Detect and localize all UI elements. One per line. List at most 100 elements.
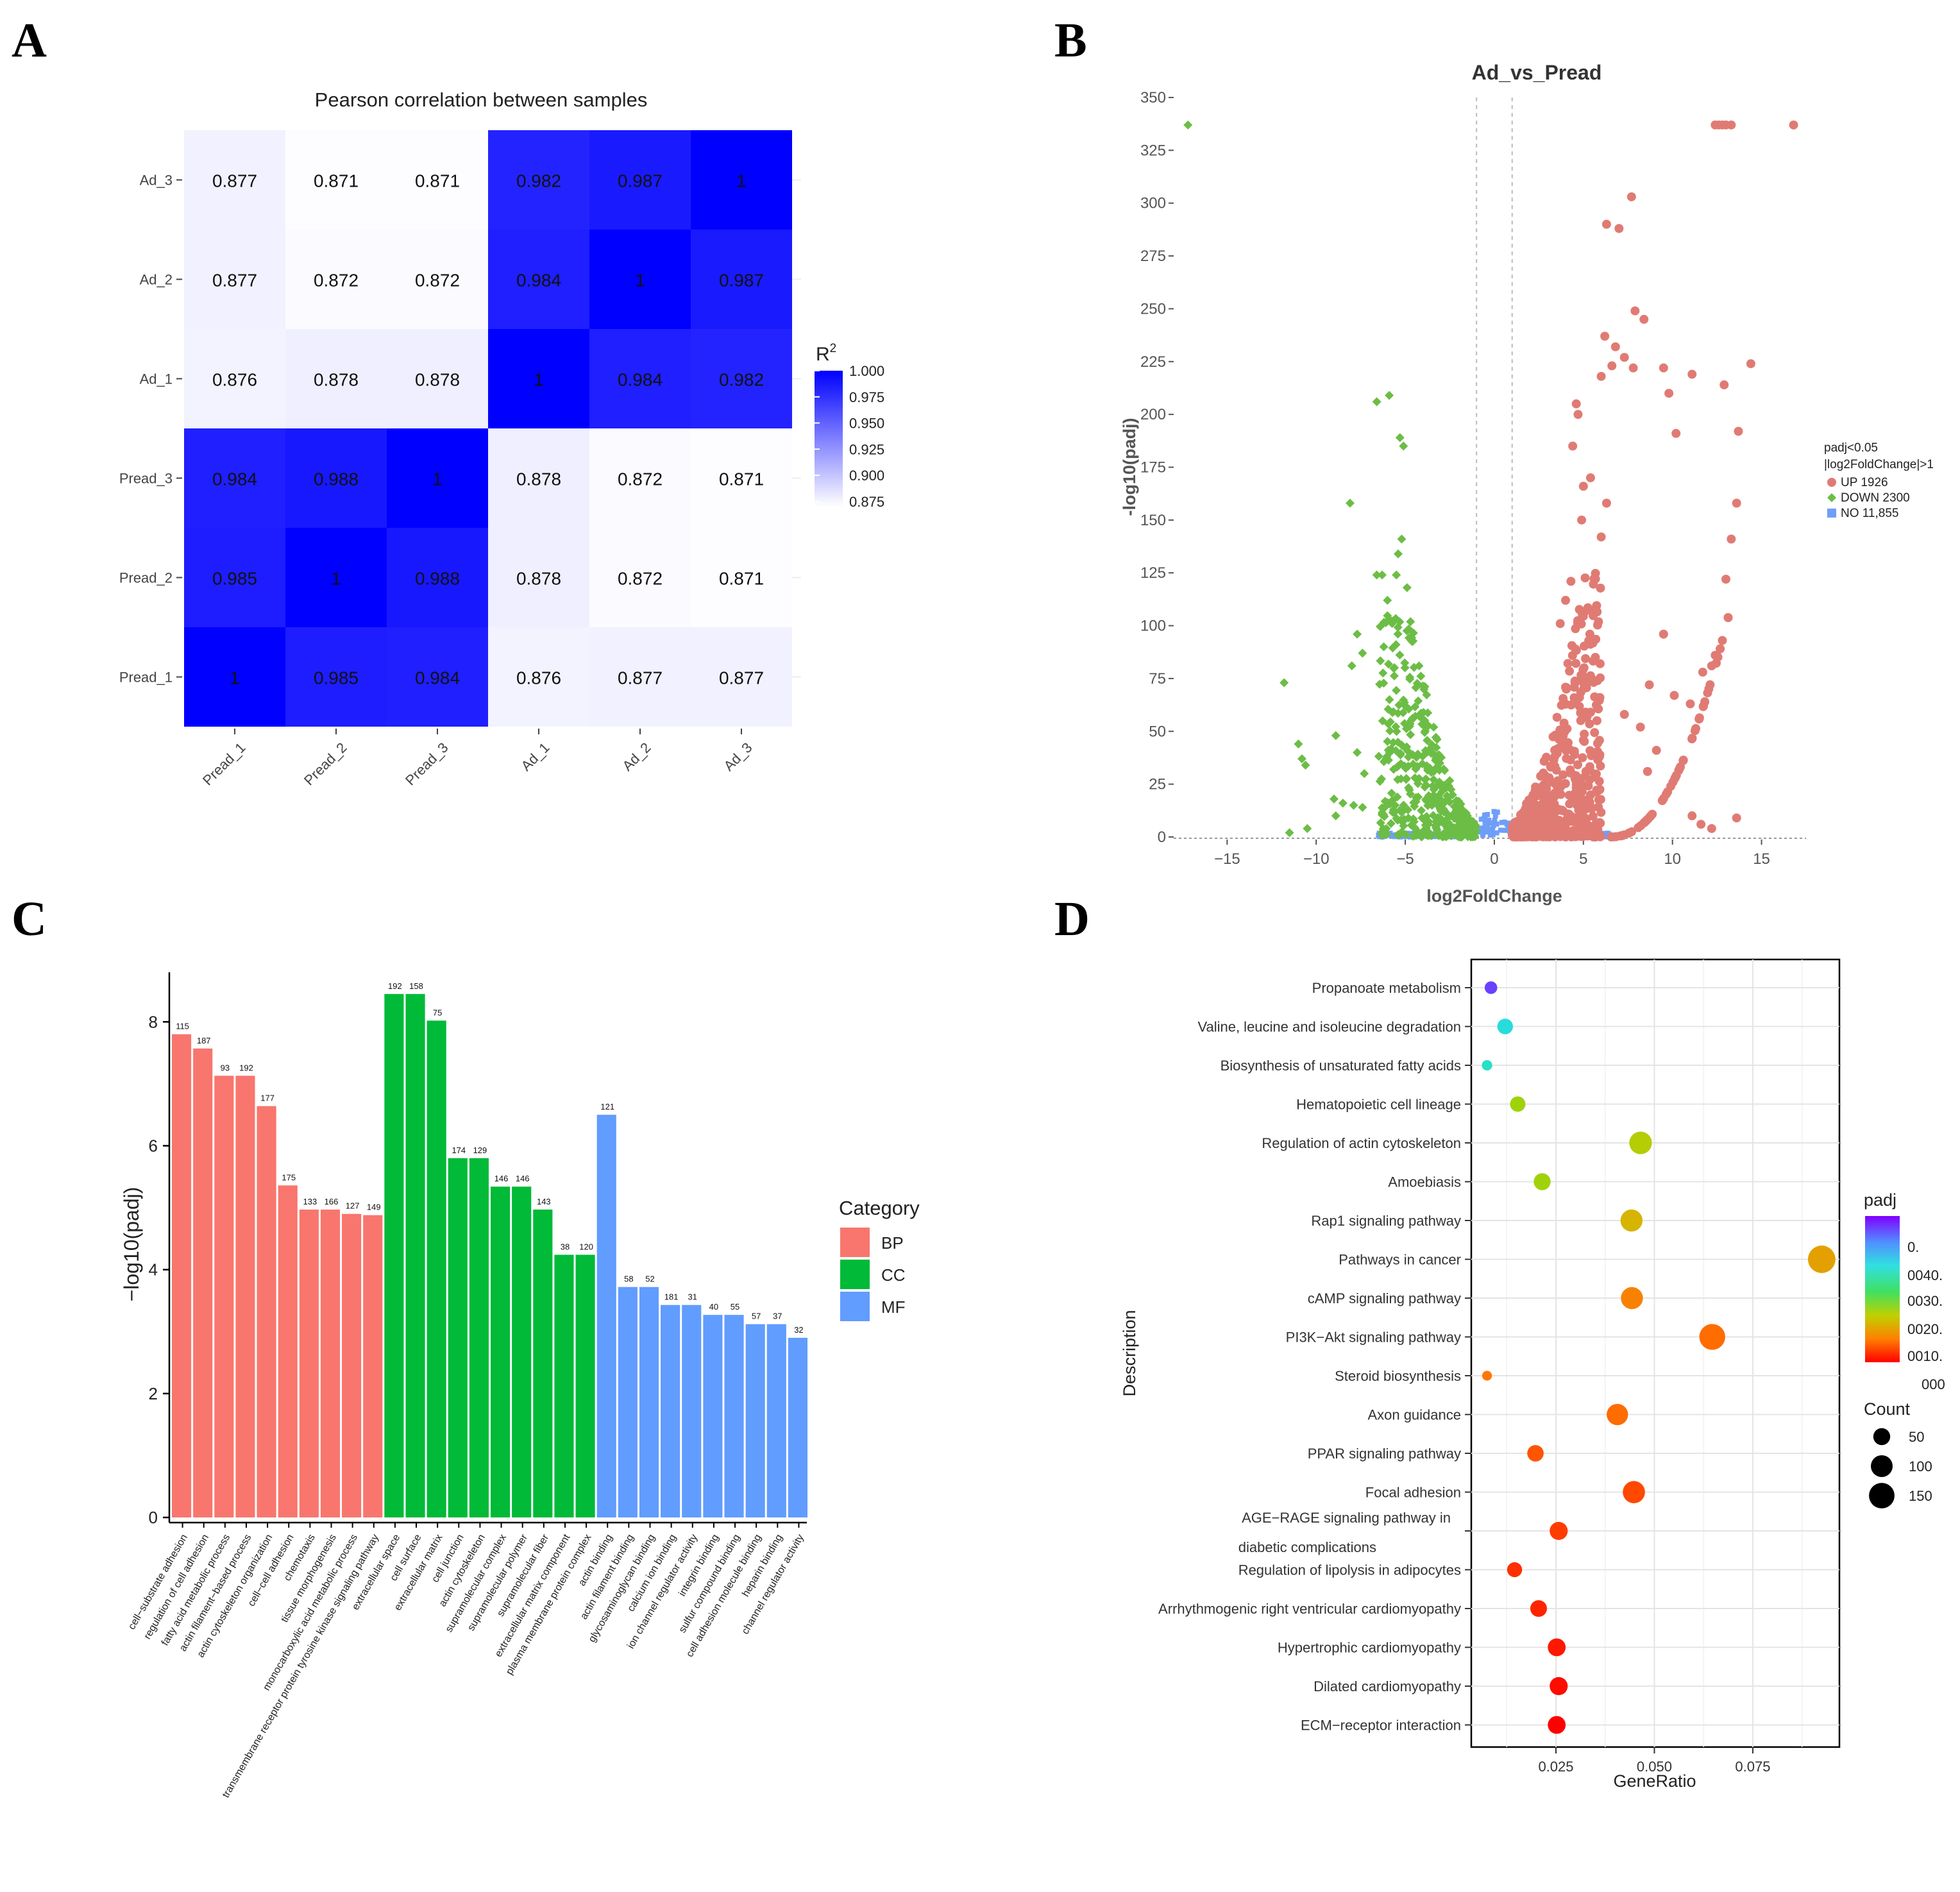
heatmap-cell-value: 0.871 bbox=[719, 469, 764, 489]
volcano-point-up bbox=[1700, 697, 1710, 707]
volcano-xlabel: log2FoldChange bbox=[1426, 886, 1562, 906]
volcano-point-down bbox=[1404, 624, 1414, 634]
volcano-point-up bbox=[1536, 772, 1546, 781]
volcano-point-up bbox=[1561, 596, 1571, 605]
volcano-point-up bbox=[1562, 684, 1571, 694]
volcano-point-down bbox=[1391, 722, 1401, 732]
legend-tick-label: 0.925 bbox=[849, 441, 884, 457]
volcano-point-up bbox=[1664, 389, 1674, 398]
heatmap-cell-value: 0.982 bbox=[719, 370, 764, 390]
dot-color-tick-label: 0030. bbox=[1907, 1293, 1943, 1309]
volcano-ytick-label: 125 bbox=[1140, 564, 1166, 582]
volcano-point-down bbox=[1183, 120, 1193, 130]
volcano-point-up bbox=[1592, 738, 1602, 748]
bar bbox=[193, 1048, 213, 1517]
volcano-point-up bbox=[1626, 192, 1636, 201]
volcano-point-no bbox=[1491, 821, 1496, 827]
heatmap-cell bbox=[488, 130, 589, 230]
legend-tick-label: 1.000 bbox=[849, 363, 884, 379]
bar bbox=[299, 1209, 319, 1517]
dot-term-label: Regulation of actin cytoskeleton bbox=[1262, 1135, 1461, 1151]
volcano-point-down bbox=[1399, 695, 1408, 705]
volcano-legend-label: DOWN 2300 bbox=[1841, 491, 1910, 505]
dot-term-label: Biosynthesis of unsaturated fatty acids bbox=[1221, 1058, 1461, 1074]
volcano-xtick-label: 0 bbox=[1490, 850, 1498, 868]
volcano-point-down bbox=[1417, 813, 1427, 823]
bar bbox=[554, 1254, 574, 1517]
dot-term-label: Valine, leucine and isoleucine degradati… bbox=[1197, 1019, 1461, 1035]
bar bbox=[235, 1076, 255, 1517]
volcano-xtick-label: −5 bbox=[1396, 850, 1414, 868]
legend-colorbar bbox=[815, 371, 843, 507]
volcano-point-up bbox=[1687, 369, 1697, 379]
volcano-point-down bbox=[1358, 648, 1367, 658]
volcano-ytick-label: 175 bbox=[1140, 459, 1166, 477]
heatmap-cell-value: 0.984 bbox=[516, 271, 561, 291]
dot-term-label: Hematopoietic cell lineage bbox=[1296, 1097, 1461, 1113]
volcano-point-down bbox=[1402, 583, 1412, 593]
volcano-point-no bbox=[1489, 827, 1494, 833]
dot-size-key bbox=[1873, 1428, 1891, 1446]
volcano-point-down bbox=[1432, 795, 1442, 804]
heatmap-cell-value: 0.877 bbox=[212, 271, 257, 291]
volcano-ytick-label: 325 bbox=[1140, 142, 1166, 159]
dot-term-label: Hypertrophic cardiomyopathy bbox=[1278, 1640, 1461, 1656]
heatmap-cell-value: 0.984 bbox=[415, 668, 460, 688]
volcano-point-up bbox=[1567, 811, 1576, 821]
volcano-point-no bbox=[1501, 819, 1507, 825]
volcano-point-up bbox=[1727, 534, 1736, 544]
volcano-point-no bbox=[1502, 827, 1508, 833]
heatmap-cell-value: 1 bbox=[230, 668, 240, 688]
volcano-ytick-label: 100 bbox=[1140, 618, 1166, 635]
volcano-point-down bbox=[1421, 774, 1431, 784]
heatmap-row-label: Pread_3 bbox=[119, 471, 173, 487]
bar-count-label: 177 bbox=[260, 1094, 275, 1103]
dot-point bbox=[1484, 981, 1498, 994]
volcano-point-no bbox=[1480, 832, 1486, 838]
volcano-point-down bbox=[1412, 829, 1421, 839]
heatmap-cell-value: 0.872 bbox=[314, 271, 359, 291]
heatmap-row-label: Ad_3 bbox=[140, 173, 173, 189]
volcano-point-up bbox=[1635, 722, 1645, 732]
dot-point bbox=[1510, 1096, 1526, 1112]
volcano-point-down bbox=[1406, 617, 1415, 627]
dot-color-tick-label: 0. bbox=[1907, 1239, 1919, 1255]
volcano-point-up bbox=[1596, 673, 1605, 682]
volcano-point-up bbox=[1544, 773, 1554, 782]
bar-ylabel: −log10(padj) bbox=[120, 1187, 143, 1302]
dot-color-tick-label: 0010. bbox=[1907, 1348, 1943, 1364]
bar-count-label: 93 bbox=[221, 1063, 230, 1072]
volcano-point-up bbox=[1659, 363, 1668, 373]
volcano-point-down bbox=[1400, 658, 1410, 668]
volcano-point-up bbox=[1571, 399, 1581, 409]
volcano-point-down bbox=[1383, 659, 1393, 669]
bar-count-label: 32 bbox=[794, 1325, 803, 1335]
volcano-ylabel: -log10(padj) bbox=[1120, 418, 1139, 516]
volcano-point-up bbox=[1644, 680, 1654, 689]
volcano-title: Ad_vs_Pread bbox=[1472, 61, 1602, 84]
bar-legend-label: BP bbox=[881, 1233, 904, 1253]
volcano-point-up bbox=[1696, 820, 1706, 829]
volcano-point-down bbox=[1409, 817, 1419, 827]
heatmap-cell-value: 0.878 bbox=[516, 569, 561, 589]
bar-legend-swatch bbox=[840, 1292, 870, 1321]
volcano-point-up bbox=[1573, 760, 1582, 770]
bar-count-label: 75 bbox=[433, 1008, 442, 1017]
volcano-point-down bbox=[1381, 824, 1391, 834]
legend-tick-label: 0.900 bbox=[849, 468, 884, 484]
volcano-point-up bbox=[1746, 359, 1755, 369]
bar bbox=[172, 1034, 192, 1517]
dot-size-legend-title: Count bbox=[1864, 1399, 1911, 1419]
bar bbox=[363, 1215, 383, 1517]
dot-color-tick-label: 0020. bbox=[1907, 1321, 1943, 1337]
dot-term-label: Axon guidance bbox=[1367, 1407, 1461, 1423]
volcano-point-down bbox=[1423, 747, 1432, 757]
volcano-point-up bbox=[1563, 738, 1573, 748]
volcano-point-up bbox=[1561, 818, 1571, 828]
volcano-point-down bbox=[1437, 783, 1447, 793]
volcano-point-up bbox=[1694, 713, 1704, 723]
volcano-point-up bbox=[1571, 698, 1581, 707]
bar-legend-label: MF bbox=[881, 1297, 906, 1317]
volcano-point-up bbox=[1590, 692, 1600, 702]
volcano-point-down bbox=[1353, 629, 1362, 639]
